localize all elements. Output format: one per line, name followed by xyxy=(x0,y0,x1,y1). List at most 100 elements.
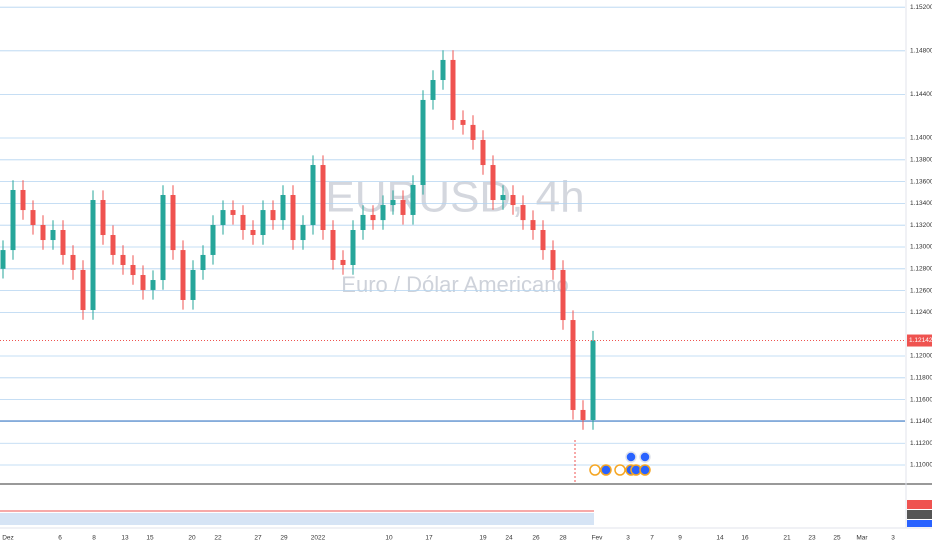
candle-body xyxy=(20,189,26,211)
y-tick-label: 1.11400 xyxy=(910,418,932,425)
candle-body xyxy=(130,264,136,276)
x-tick-label: 26 xyxy=(532,535,540,542)
x-tick-label: 7 xyxy=(650,535,654,542)
candle-body xyxy=(270,210,276,221)
indicator-label-box xyxy=(907,520,932,527)
x-tick-label: 21 xyxy=(783,535,791,542)
y-tick-label: 1.14000 xyxy=(910,135,932,142)
x-tick-label: Dez xyxy=(2,535,14,542)
candle-body xyxy=(210,224,216,255)
x-tick-label: 8 xyxy=(92,535,96,542)
candle-body xyxy=(230,210,236,215)
candle-body xyxy=(440,59,446,81)
candle-body xyxy=(380,205,386,221)
event-icon xyxy=(625,451,637,463)
y-tick-label: 1.13600 xyxy=(910,178,932,185)
candles xyxy=(0,50,596,430)
candle-body xyxy=(330,230,336,260)
current-price-label: 1.12142 xyxy=(909,337,932,344)
candle-body xyxy=(310,165,316,225)
candle-body xyxy=(170,195,176,251)
candle-body xyxy=(350,230,356,265)
event-icon xyxy=(600,464,612,476)
x-tick-label: 16 xyxy=(741,535,749,542)
x-tick-label: 6 xyxy=(58,535,62,542)
candle-body xyxy=(140,275,146,290)
candle-body xyxy=(110,235,116,255)
x-tick-label: 13 xyxy=(121,535,129,542)
candle-body xyxy=(540,230,546,251)
candle-body xyxy=(470,124,476,140)
event-icons xyxy=(589,451,651,476)
indicator-pane xyxy=(0,500,932,527)
x-tick-label: 20 xyxy=(188,535,196,542)
candle-body xyxy=(590,340,596,420)
indicator-area xyxy=(0,513,594,525)
candle-body xyxy=(410,184,416,215)
candle-body xyxy=(400,200,406,215)
candle-body xyxy=(420,99,426,185)
candle-body xyxy=(180,250,186,300)
candle-body xyxy=(430,80,436,100)
y-tick-label: 1.14400 xyxy=(910,91,932,98)
y-tick-label: 1.11000 xyxy=(910,462,932,469)
x-tick-label: 22 xyxy=(214,535,222,542)
candle-body xyxy=(240,214,246,230)
candle-body xyxy=(570,320,576,410)
candle-body xyxy=(120,254,126,265)
event-icon xyxy=(639,464,651,476)
y-tick-label: 1.11200 xyxy=(910,440,932,447)
candle-body xyxy=(80,270,86,311)
candle-body xyxy=(300,224,306,241)
x-tick-label: 3 xyxy=(626,535,630,542)
x-tick-label: 24 xyxy=(505,535,513,542)
x-tick-label: 19 xyxy=(479,535,487,542)
watermark-description: Euro / Dólar Americano xyxy=(341,272,568,297)
y-tick-label: 1.14800 xyxy=(910,48,932,55)
y-tick-label: 1.12600 xyxy=(910,287,932,294)
candle-body xyxy=(510,195,516,206)
x-tick-label: 17 xyxy=(425,535,433,542)
y-tick-label: 1.13400 xyxy=(910,200,932,207)
candle-body xyxy=(480,139,486,166)
candle-body xyxy=(70,254,76,271)
candle-body xyxy=(260,210,266,236)
candle-body xyxy=(320,165,326,230)
candle-body xyxy=(100,200,106,236)
x-tick-label: 9 xyxy=(678,535,682,542)
time-axis: Dez 6 8 13 15 20 22 27 29 2022 10 17 19 24 26 28 Fev 3 7 9 1… xyxy=(2,535,895,542)
event-icon xyxy=(639,451,651,463)
x-tick-label: 2022 xyxy=(311,535,326,542)
event-icon xyxy=(614,464,626,476)
x-tick-label: Fev xyxy=(592,535,604,542)
candle-body xyxy=(0,250,6,269)
candle-body xyxy=(40,224,46,241)
candle-body xyxy=(220,210,226,225)
y-tick-label: 1.13200 xyxy=(910,222,932,229)
x-tick-label: 25 xyxy=(833,535,841,542)
candle-body xyxy=(360,214,366,230)
candle-body xyxy=(150,280,156,290)
indicator-label-box xyxy=(907,510,932,519)
watermark-symbol: EURUSD, 4h xyxy=(325,173,584,222)
candle-body xyxy=(390,200,396,206)
candle-body xyxy=(290,195,296,241)
x-tick-label: 15 xyxy=(146,535,154,542)
candle-body xyxy=(90,200,96,311)
x-tick-label: 14 xyxy=(716,535,724,542)
candle-body xyxy=(200,254,206,271)
candle-body xyxy=(450,59,456,121)
x-tick-label: 10 xyxy=(385,535,393,542)
y-tick-label: 1.11600 xyxy=(910,396,932,403)
candle-body xyxy=(60,230,66,255)
candle-body xyxy=(280,195,286,221)
x-tick-label: Mar xyxy=(856,535,868,542)
candle-body xyxy=(500,195,506,201)
candle-body xyxy=(370,214,376,221)
candle-body xyxy=(340,259,346,265)
candle-body xyxy=(160,195,166,281)
y-tick-label: 1.12000 xyxy=(910,353,932,360)
